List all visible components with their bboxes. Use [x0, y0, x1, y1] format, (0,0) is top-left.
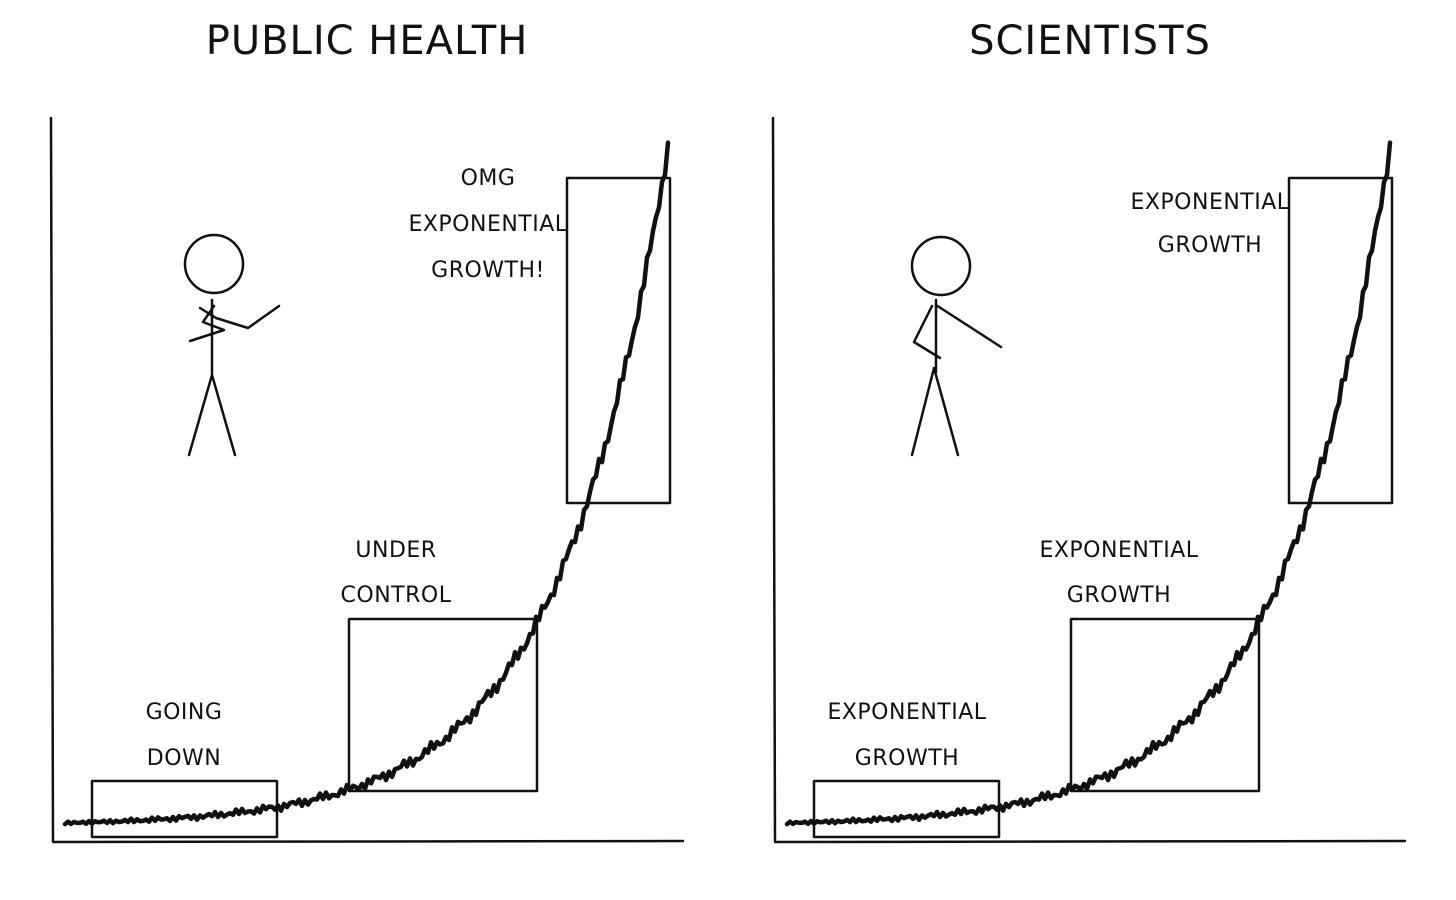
box-label: GROWTH: [855, 746, 959, 771]
box-label: UNDER: [355, 538, 436, 563]
box-label: EXPONENTIAL: [1130, 190, 1289, 215]
box-label: DOWN: [147, 746, 221, 771]
box: [1069, 617, 1261, 793]
box-label: OMG: [461, 166, 516, 191]
box-label: GROWTH: [1067, 583, 1171, 608]
stick-figure: [910, 235, 1003, 457]
growth-curve: [62, 140, 671, 827]
panel: EXPONENTIAL GROWTH EXPONENTIAL GROWTH EXPONE…: [771, 116, 1407, 844]
axes: [771, 116, 1407, 844]
box-label: EXPONENTIAL: [408, 212, 567, 237]
box-label: GROWTH!: [431, 258, 545, 283]
box: [347, 617, 539, 793]
box-label: GROWTH: [1158, 233, 1262, 258]
stick-figure: [183, 233, 281, 457]
box: [1287, 176, 1394, 505]
panel-title: PUBLIC HEALTH: [206, 18, 529, 64]
box-label: CONTROL: [341, 583, 452, 608]
box-label: EXPONENTIAL: [827, 700, 986, 725]
box-label: EXPONENTIAL: [1039, 538, 1198, 563]
axes: [49, 116, 685, 844]
panel: GOING DOWN UNDER CONTROL OMG EXPONENTIAL GROWT…: [49, 116, 685, 844]
box-label: GOING: [146, 700, 223, 725]
box: [565, 176, 672, 505]
growth-curve: [784, 140, 1393, 827]
panel-title: SCIENTISTS: [969, 18, 1211, 64]
